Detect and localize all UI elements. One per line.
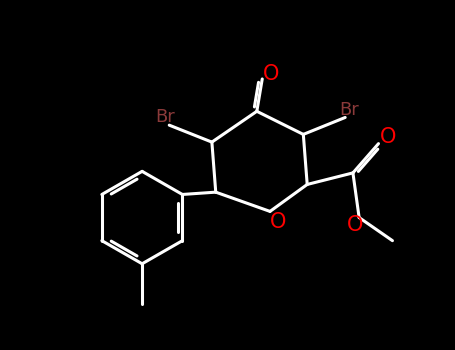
Text: Br: Br: [156, 108, 175, 126]
Text: Br: Br: [339, 101, 359, 119]
Text: O: O: [379, 127, 396, 147]
Text: O: O: [347, 215, 364, 235]
Text: O: O: [269, 212, 286, 232]
Text: O: O: [263, 64, 280, 84]
